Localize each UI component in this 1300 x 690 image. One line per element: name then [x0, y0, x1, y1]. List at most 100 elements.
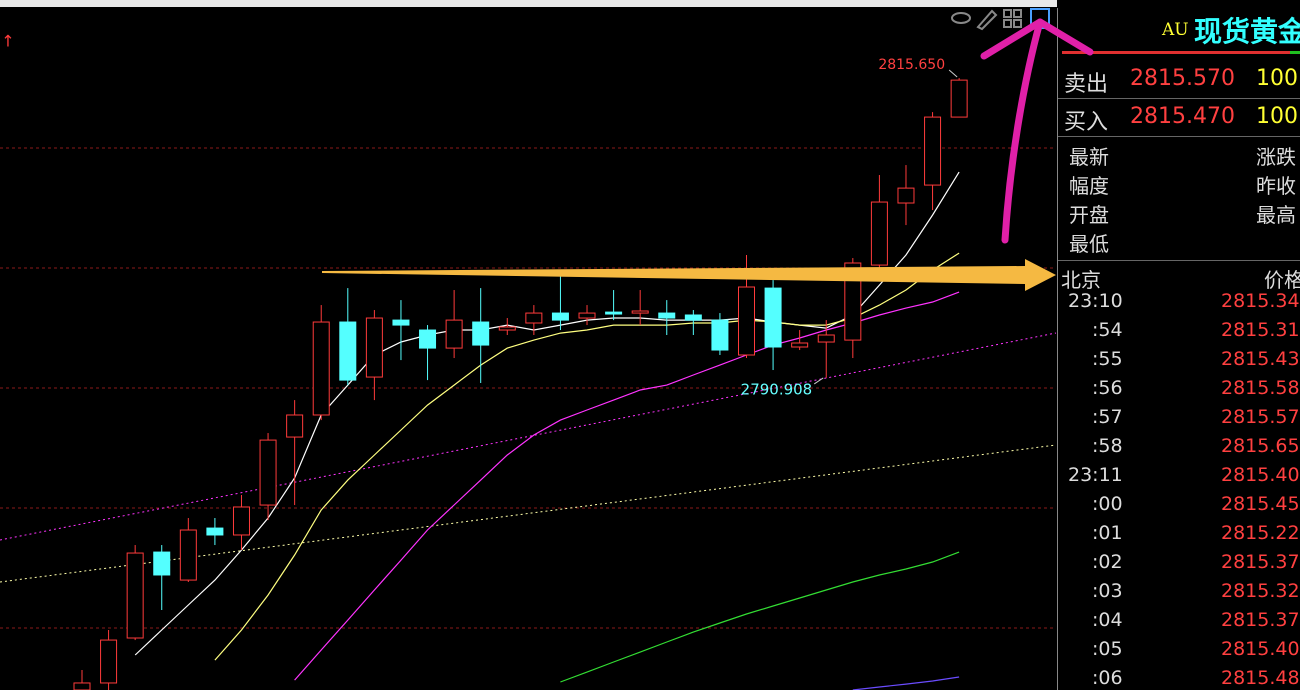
header: 北京 [1061, 268, 1101, 292]
moving-average-line [294, 291, 960, 681]
tick-row: :57 2815.57 [1058, 406, 1300, 435]
candle-body [711, 319, 729, 351]
label: 昨收 [1256, 174, 1296, 198]
label: 幅度 [1069, 174, 1109, 198]
low-annotation: 2790.908 [741, 380, 813, 398]
candle-body [525, 312, 543, 324]
candle-body [844, 262, 862, 341]
candle-body [419, 329, 437, 349]
time: :00 [1092, 493, 1123, 515]
tick-row: :01 2815.22 [1058, 522, 1300, 551]
candle-body [100, 639, 118, 684]
tick-row: :54 2815.31 [1058, 319, 1300, 348]
candle-body [365, 317, 383, 378]
candle-body [232, 506, 250, 536]
price: 2815.48 [1221, 667, 1300, 689]
stat-row: 最新2815.470涨跌 [1058, 139, 1300, 169]
candle-body [950, 79, 968, 118]
price: 2815.22 [1221, 522, 1300, 544]
price: 2815.40 [1221, 638, 1300, 660]
candle-body [392, 319, 410, 326]
trend-line [0, 332, 1057, 541]
panel-icon[interactable] [1030, 8, 1050, 29]
price: 2815.32 [1221, 580, 1300, 602]
time: :55 [1092, 348, 1123, 370]
time: :54 [1092, 319, 1123, 341]
annotation-pointer [948, 69, 958, 78]
divider [1062, 51, 1290, 54]
grid-icon[interactable] [1003, 9, 1022, 28]
stat-row: 最低2790.895 [1058, 226, 1300, 256]
time: :04 [1092, 609, 1123, 631]
moving-average-line [560, 551, 960, 683]
time: :06 [1092, 667, 1123, 689]
candle-body [817, 334, 835, 343]
label: 开盘 [1069, 203, 1109, 227]
price: 2815.43 [1221, 348, 1300, 370]
label: 最新 [1069, 145, 1109, 169]
candle-body [631, 310, 649, 314]
label: 卖出 [1064, 72, 1109, 97]
candlestick-chart: 2815.650 2790.908 ↑ [0, 0, 1057, 690]
label: 买入 [1064, 110, 1109, 135]
time: :56 [1092, 377, 1123, 399]
price: 2815.34 [1221, 290, 1300, 312]
price: 2815.57 [1221, 406, 1300, 428]
stats: 最新2815.470涨跌幅度0.79%昨收开盘2795.270最高最低2790.… [1058, 139, 1300, 256]
plot: 2815.650 2790.908 [73, 57, 968, 690]
eye-icon[interactable] [951, 12, 971, 24]
candle-body [738, 286, 755, 356]
bid-ask-row: 买入 2815.470 100 [1058, 98, 1300, 137]
candle-body [684, 314, 702, 321]
candle-body [498, 326, 516, 331]
tick-row: :55 2815.43 [1058, 348, 1300, 377]
price: 2815.58 [1221, 377, 1300, 399]
price: 2815.470 [1130, 104, 1235, 129]
tick-row: :04 2815.37 [1058, 609, 1300, 638]
candle-body [206, 527, 224, 536]
candle-body [286, 414, 304, 438]
header: 价格 [1264, 268, 1300, 292]
candle-body [791, 342, 809, 348]
label: 最高 [1256, 203, 1296, 227]
top-strip [0, 0, 1057, 7]
price: 2815.37 [1221, 609, 1300, 631]
candle-body [153, 551, 171, 576]
candle-body [924, 116, 942, 186]
time: :02 [1092, 551, 1123, 573]
candle-body [179, 529, 197, 581]
candle-body [551, 312, 569, 321]
high-annotation: 2815.650 [878, 57, 945, 73]
toolbar [951, 8, 1050, 31]
price: 2815.65 [1221, 435, 1300, 457]
stat-row: 开盘2795.270最高 [1058, 197, 1300, 227]
moving-average-line [214, 252, 960, 661]
label: 涨跌 [1256, 145, 1296, 169]
moving-average-line [852, 676, 960, 690]
candle-body [897, 187, 915, 204]
candle-body [605, 311, 623, 315]
candle-body [312, 321, 330, 416]
tick-row: :03 2815.32 [1058, 580, 1300, 609]
time: :57 [1092, 406, 1123, 428]
time: :05 [1092, 638, 1123, 660]
price: 2815.37 [1221, 551, 1300, 573]
price: 2815.40 [1221, 464, 1300, 486]
tick-row: :56 2815.58 [1058, 377, 1300, 406]
candle-body [339, 321, 357, 381]
symbol-name: 现货黄金 [1194, 15, 1300, 48]
tick-row: :06 2815.48 [1058, 667, 1300, 690]
price: 2815.570 [1130, 66, 1235, 91]
quote-title: AU 现货黄金 [1058, 8, 1300, 52]
tick-row: 23:11 2815.40 [1058, 464, 1300, 493]
edit-icon[interactable] [976, 9, 998, 31]
time: 23:11 [1068, 464, 1123, 486]
price: 2815.31 [1221, 319, 1300, 341]
time: :03 [1092, 580, 1123, 602]
tick-header: 北京 价格 [1058, 260, 1300, 292]
symbol-code: AU [1162, 20, 1189, 40]
candle-body [472, 321, 490, 346]
moving-average-line [134, 171, 960, 656]
